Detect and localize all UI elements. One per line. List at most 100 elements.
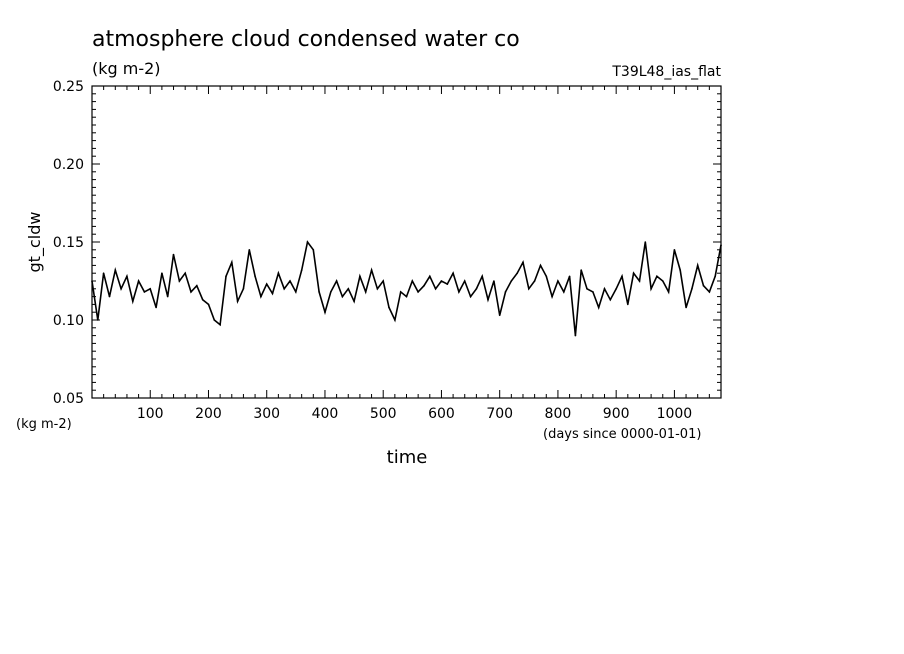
data-point [498,314,501,317]
data-point [574,334,577,337]
data-point [423,284,425,287]
data-point [539,264,542,267]
x-tick-label: 200 [195,406,222,422]
data-point [458,291,460,293]
data-point [446,283,449,285]
data-point [126,275,128,278]
data-point [493,280,495,282]
x-axis-label: time [387,447,428,468]
data-point [673,249,676,251]
x-tick-label: 800 [545,406,572,422]
x-tick-label: 900 [603,406,630,422]
data-points [91,241,722,337]
data-point [260,295,262,298]
data-point [440,280,443,282]
data-point [615,288,617,290]
x-ticks: 100 200 300 400 500 600 700 800 900 1000 [137,86,692,422]
data-point [708,291,711,293]
data-point [411,280,414,282]
y-tick-label: 0.25 [53,79,84,95]
data-point [289,280,291,282]
data-point [143,291,146,293]
data-point [557,280,559,282]
data-point [207,303,210,306]
data-point [370,269,373,271]
data-point [359,275,361,278]
data-point [271,292,274,295]
data-point [621,275,623,278]
x-tick-label: 300 [253,406,280,422]
data-point [516,272,518,275]
data-point [318,291,320,293]
data-point [219,323,221,326]
data-point [166,295,169,298]
data-point [434,288,437,290]
y-tick-label: 0.20 [53,157,84,173]
data-point [417,291,419,293]
y-units-label: (kg m-2) [16,417,72,432]
data-point [510,280,513,282]
data-point [155,306,157,309]
data-point [231,261,233,264]
data-point [696,264,699,267]
data-point [609,298,612,301]
data-point [720,244,722,246]
data-point [586,288,588,290]
data-point [481,275,484,278]
data-point [429,275,431,278]
data-point [330,291,332,293]
data-point [679,269,681,271]
data-point [213,319,216,321]
x-tick-label: 600 [428,406,455,422]
data-point [265,283,268,285]
data-point [650,288,652,290]
data-point [102,272,105,275]
data-point [533,280,536,282]
data-point [248,249,251,251]
data-point [662,280,664,282]
data-point [487,298,489,301]
data-point [201,298,204,301]
chart-subtitle: (kg m-2) [92,59,161,78]
data-point [190,291,192,293]
data-point [283,288,286,290]
data-point [632,272,635,275]
data-point [306,241,309,243]
x-units-label: (days since 0000-01-01) [543,427,701,442]
y-tick-label: 0.15 [53,235,84,251]
data-point [353,300,355,303]
data-point [388,306,390,309]
data-point [563,291,565,293]
data-point [108,295,111,298]
data-point [242,288,245,290]
data-point [172,253,175,256]
data-point [161,272,163,275]
data-point [685,306,687,309]
data-point [452,272,454,275]
experiment-label: T39L48_ias_flat [611,64,721,80]
data-point [597,306,600,309]
x-tick-label: 100 [137,406,164,422]
data-point [300,269,303,271]
data-point [644,241,647,243]
data-point [463,280,466,282]
y-tick-label: 0.10 [53,313,84,329]
x-tick-label: 1000 [657,406,693,422]
data-point [702,284,705,287]
data-point [638,280,641,282]
data-point [469,295,472,298]
data-point [399,291,402,293]
data-point [225,275,227,278]
data-point [341,295,344,298]
data-point [184,272,186,275]
data-point [394,319,396,321]
data-point [236,300,239,303]
data-point [277,272,280,275]
axes [91,85,722,399]
data-point [114,269,117,271]
data-point [522,261,524,264]
data-point [405,295,408,298]
data-point [347,288,350,290]
data-point [312,249,315,251]
